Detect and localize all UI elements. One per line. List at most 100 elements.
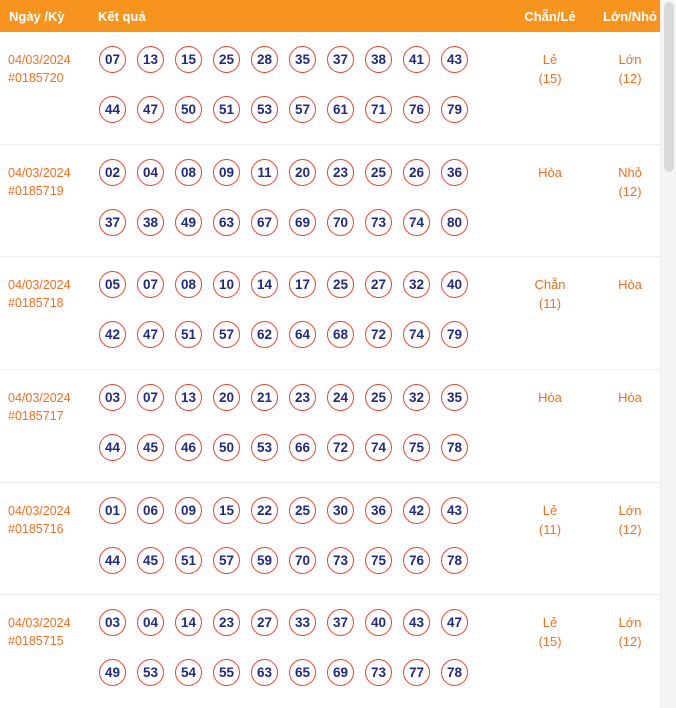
even-odd-count: (11) [538,296,562,312]
draw-id: #0185720 [8,71,64,85]
draw-date: 04/03/2024 [8,278,71,293]
lottery-number-ball: 25 [289,496,316,524]
lottery-number-ball: 78 [441,659,468,687]
lottery-number-ball: 25 [213,46,240,73]
big-small-stat: Lớn (12) [600,483,660,595]
lottery-number-ball: 69 [289,208,316,236]
lottery-number-ball: 25 [365,383,392,411]
lottery-number-ball: 71 [365,96,392,123]
lottery-number-ball: 72 [327,433,354,461]
lottery-number-ball: 51 [175,546,202,574]
even-odd-value: Hòa [538,164,562,180]
even-odd-value: Lẻ [542,615,558,631]
even-odd-stat: Lẻ (15) [500,595,600,708]
lottery-number-ball: 57 [213,321,240,349]
scrollbar-track[interactable] [660,0,676,708]
big-small-value: Lớn [618,615,642,631]
scrollbar-thumb[interactable] [664,2,674,172]
lottery-number-ball: 43 [441,46,468,73]
lottery-number-ball: 74 [365,433,392,461]
lottery-number-ball: 08 [175,271,202,299]
result-row: 04/03/2024 #0185719 02 04 08 09 11 20 23 25 26 36… [0,144,660,258]
lottery-number-ball: 10 [213,271,240,299]
big-small-count: (12) [618,183,642,199]
draw-info: 04/03/2024 #0185715 [0,595,95,708]
lottery-number-ball: 04 [137,158,164,186]
lottery-number-ball: 13 [137,46,164,73]
lottery-number-ball: 45 [137,546,164,574]
big-small-value: Lớn [618,52,642,67]
numbers-line-1: 02 04 08 09 11 20 23 25 26 36 [95,158,500,186]
even-odd-count: (11) [538,521,562,537]
lottery-number-ball: 23 [213,609,240,637]
lottery-number-ball: 62 [251,321,278,349]
lottery-number-ball: 27 [251,609,278,637]
big-small-stat: Hòa [600,257,660,369]
lottery-number-ball: 44 [99,433,126,461]
lottery-number-ball: 69 [327,659,354,687]
lottery-number-ball: 79 [441,321,468,349]
lottery-number-ball: 07 [99,46,126,73]
lottery-number-ball: 76 [403,546,430,574]
big-small-value: Nhỏ [618,164,642,180]
even-odd-value: Lẻ [542,502,558,518]
lottery-number-ball: 03 [99,609,126,637]
big-small-count: (12) [618,71,642,86]
draw-id: #0185718 [8,296,64,311]
lottery-number-ball: 04 [137,609,164,637]
draw-date: 04/03/2024 [8,390,71,405]
lottery-number-ball: 07 [137,383,164,411]
keno-results-table: Ngày /Kỳ Kết quả Chẵn/Lẻ Lớn/Nhỏ 04/03/2… [0,0,660,708]
lottery-number-ball: 67 [251,208,278,236]
lottery-number-ball: 73 [365,659,392,687]
lottery-number-ball: 20 [213,383,240,411]
column-header-big-small: Lớn/Nhỏ [602,8,657,24]
lottery-number-ball: 70 [289,546,316,574]
lottery-number-ball: 49 [175,208,202,236]
lottery-number-ball: 78 [441,546,468,574]
lottery-number-ball: 24 [327,383,354,411]
lottery-number-ball: 35 [441,383,468,411]
lottery-number-ball: 73 [327,546,354,574]
lottery-number-ball: 75 [365,546,392,574]
lottery-number-ball: 47 [137,96,164,123]
lottery-number-ball: 44 [99,96,126,123]
even-odd-stat: Chẵn (11) [500,257,600,369]
numbers-line-1: 05 07 08 10 14 17 25 27 32 40 [95,271,500,299]
draw-date: 04/03/2024 [8,165,71,180]
lottery-number-ball: 37 [327,46,354,73]
lottery-number-ball: 05 [99,271,126,299]
lottery-number-ball: 40 [365,609,392,637]
lottery-number-ball: 63 [213,208,240,236]
result-row: 04/03/2024 #0185715 03 04 14 23 27 33 37 40 43 47… [0,595,660,708]
lottery-number-ball: 41 [403,46,430,73]
column-header-result: Kết quả [98,8,146,24]
lottery-number-ball: 27 [365,271,392,299]
numbers-line-1: 07 13 15 25 28 35 37 38 41 43 [95,46,500,73]
lottery-number-ball: 17 [289,271,316,299]
even-odd-value: Hòa [538,389,562,405]
numbers-line-1: 03 07 13 20 21 23 24 25 32 35 [95,383,500,411]
lottery-number-ball: 42 [403,496,430,524]
lottery-number-ball: 26 [403,158,430,186]
lottery-number-ball: 38 [137,208,164,236]
even-odd-count: (15) [538,634,562,650]
big-small-count: (12) [618,521,642,537]
lottery-number-ball: 74 [403,208,430,236]
lottery-number-ball: 22 [251,496,278,524]
lottery-number-ball: 23 [327,158,354,186]
draw-info: 04/03/2024 #0185716 [0,483,95,595]
lottery-number-ball: 36 [441,158,468,186]
lottery-number-ball: 66 [289,433,316,461]
lottery-number-ball: 36 [365,496,392,524]
lottery-number-ball: 01 [99,496,126,524]
lottery-number-ball: 49 [99,659,126,687]
lottery-number-ball: 47 [137,321,164,349]
numbers-line-2: 37 38 49 63 67 69 70 73 74 80 [95,208,500,236]
draw-id: #0185717 [8,408,64,423]
lottery-number-ball: 70 [327,208,354,236]
lottery-number-ball: 15 [213,496,240,524]
big-small-stat: Nhỏ (12) [600,145,660,257]
even-odd-stat: Lẻ (15) [500,32,600,144]
